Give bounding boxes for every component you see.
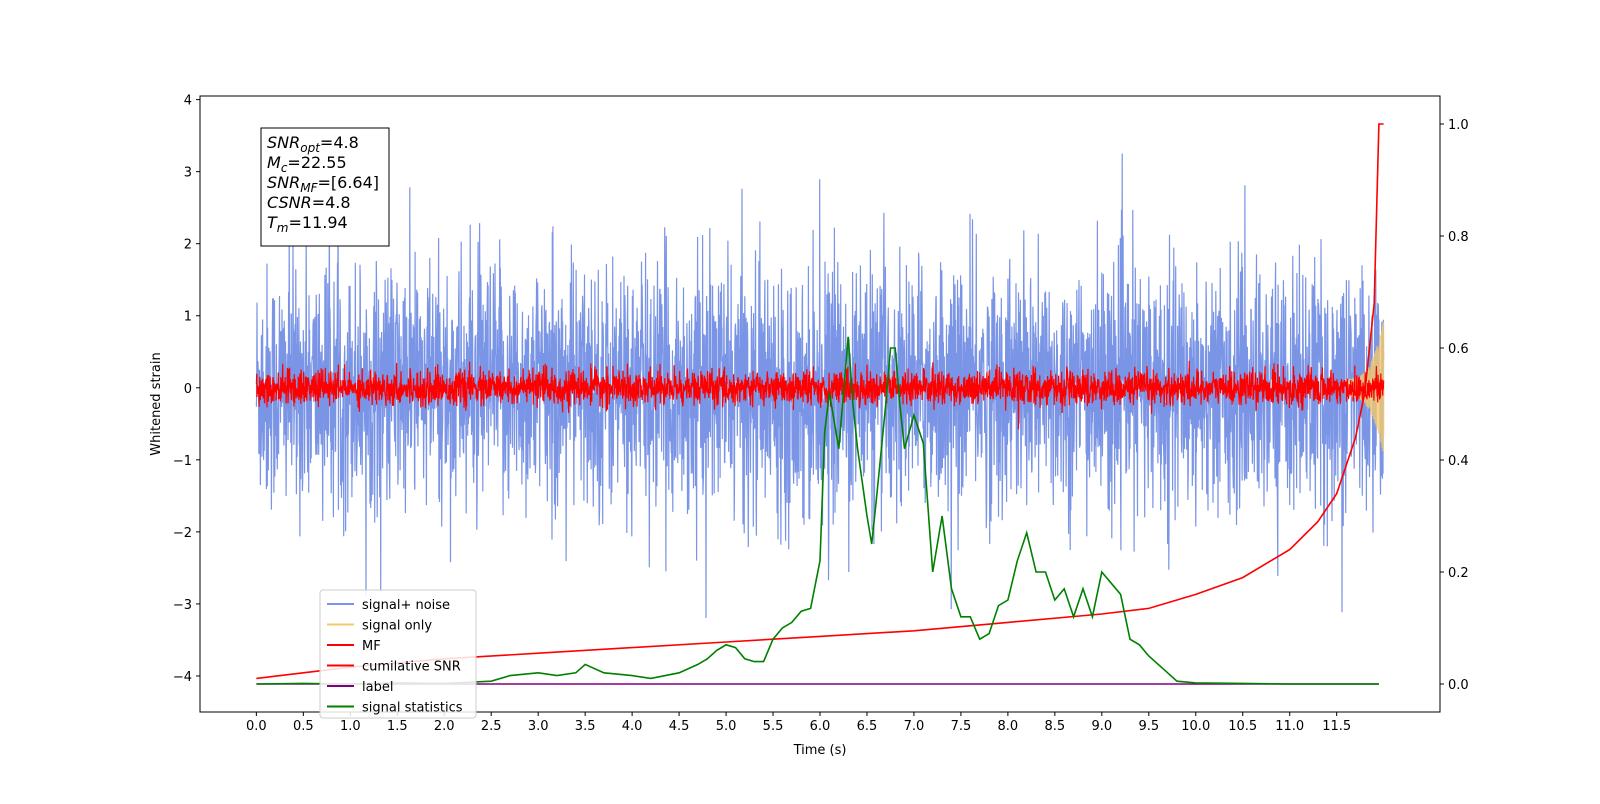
y-left-tick-label: 2	[184, 238, 192, 253]
x-tick-label: 4.5	[669, 719, 690, 734]
x-tick-label: 5.0	[716, 719, 737, 734]
annotation-line: Tm=11.94	[267, 213, 348, 235]
y-right-tick-label: 0.6	[1448, 342, 1469, 357]
x-tick-label: 9.0	[1091, 719, 1112, 734]
y-left-tick-label: −3	[173, 598, 192, 613]
x-tick-label: 1.0	[340, 719, 361, 734]
y-right-tick-label: 0.8	[1448, 230, 1469, 245]
x-tick-label: 7.0	[904, 719, 925, 734]
x-axis-label: Time (s)	[793, 743, 847, 758]
x-tick-label: 2.0	[434, 719, 455, 734]
x-tick-label: 0.5	[293, 719, 314, 734]
y-left-tick-label: −4	[173, 670, 192, 685]
x-tick-label: 8.5	[1045, 719, 1066, 734]
y-axis-label: Whitened strain	[149, 352, 164, 455]
y-axis-left-ticks: 4 3 2 1 0 −1 −2 −3 −4	[173, 94, 200, 685]
x-tick-label: 4.0	[622, 719, 643, 734]
legend: signal+ noise signal only MF cumilative SNR…	[319, 589, 477, 719]
annotation-frame	[260, 127, 390, 247]
series-line	[256, 336, 1379, 685]
x-axis-ticks: 0.0 0.5 1.0 1.5 2.0 2.5 3.0 3.5 4.0 4.5 5.0 5.5 6.0 6…	[246, 712, 1351, 734]
legend-entry: cumilative SNR	[362, 660, 461, 675]
x-tick-label: 5.5	[763, 719, 784, 734]
y-left-tick-label: 4	[184, 94, 192, 109]
x-tick-label: 3.0	[528, 719, 549, 734]
x-tick-label: 11.5	[1322, 719, 1351, 734]
x-tick-label: 9.5	[1138, 719, 1159, 734]
annotation-line: CSNR=4.8	[267, 193, 351, 212]
x-tick-label: 7.5	[951, 719, 972, 734]
legend-frame	[319, 589, 477, 719]
y-left-tick-label: −1	[173, 454, 192, 469]
x-tick-label: 3.5	[575, 719, 596, 734]
y-left-tick-label: 3	[184, 166, 192, 181]
x-tick-label: 10.5	[1228, 719, 1257, 734]
annotation-line: Mc=22.55	[267, 153, 347, 175]
x-tick-label: 2.5	[481, 719, 502, 734]
legend-entry: label	[362, 680, 393, 695]
series-line	[256, 123, 1384, 680]
x-tick-label: 10.0	[1181, 719, 1210, 734]
y-left-tick-label: 1	[184, 310, 192, 325]
y-right-tick-label: 1.0	[1448, 118, 1469, 133]
x-tick-label: 0.0	[246, 719, 267, 734]
y-right-tick-label: 0.2	[1448, 566, 1469, 581]
stats-annotation-box: SNRopt=4.8Mc=22.55SNRMF=[6.64]CSNR=4.8Tm…	[260, 127, 390, 247]
x-tick-label: 6.0	[810, 719, 831, 734]
y-left-tick-label: −2	[173, 526, 192, 541]
legend-entry: signal+ noise	[362, 598, 450, 613]
legend-entry: MF	[362, 639, 381, 654]
y-right-tick-label: 0.0	[1448, 678, 1469, 693]
y-left-tick-label: 0	[184, 382, 192, 397]
x-tick-label: 1.5	[387, 719, 408, 734]
legend-entry: signal only	[362, 619, 432, 634]
legend-entry: signal statistics	[362, 701, 463, 716]
annotation-line: SNRopt=4.8	[267, 133, 359, 155]
y-axis-right-ticks: 1.0 0.8 0.6 0.4 0.2 0.0	[1440, 118, 1469, 693]
x-tick-label: 8.0	[998, 719, 1019, 734]
series-line	[255, 360, 1385, 430]
y-right-tick-label: 0.4	[1448, 454, 1469, 469]
x-tick-label: 6.5	[857, 719, 878, 734]
annotation-line: SNRMF=[6.64]	[267, 173, 379, 195]
x-tick-label: 11.0	[1275, 719, 1304, 734]
